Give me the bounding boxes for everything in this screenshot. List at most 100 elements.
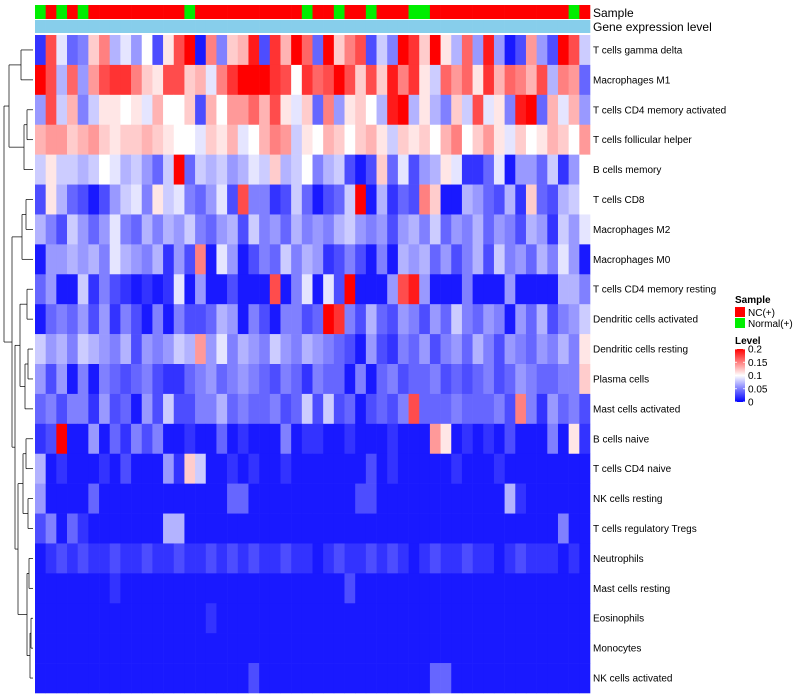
expression-annotation-cell (483, 20, 495, 33)
expression-annotation-cell (227, 20, 239, 33)
heatmap-cell (472, 304, 484, 335)
heatmap-cell (365, 573, 377, 604)
heatmap-cell (67, 364, 78, 395)
sample-legend-swatch (735, 307, 745, 317)
heatmap-cell (525, 453, 537, 484)
heatmap-cell (440, 184, 452, 215)
sample-annotation-cell (557, 5, 569, 19)
heatmap-cell (557, 483, 569, 514)
heatmap-cell (88, 573, 100, 604)
heatmap-cell (141, 274, 153, 305)
heatmap-cell (141, 334, 153, 365)
heatmap-cell (227, 393, 239, 425)
heatmap-cell (355, 184, 367, 215)
heatmap-cell (333, 483, 345, 514)
heatmap-cell (493, 154, 505, 185)
heatmap-cell (99, 603, 111, 634)
heatmap-cell (248, 364, 260, 395)
heatmap-cell (579, 393, 591, 425)
heatmap-cell (344, 154, 356, 185)
row-label: T cells CD4 memory activated (593, 105, 726, 116)
heatmap-cell (493, 573, 505, 604)
heatmap-cell (280, 214, 292, 245)
heatmap-cell (301, 423, 313, 455)
heatmap-cell (515, 543, 527, 574)
heatmap-cell (333, 573, 345, 604)
heatmap-cell (493, 334, 505, 365)
heatmap-cell (568, 214, 580, 245)
heatmap-cell (312, 663, 324, 694)
heatmap-cell (568, 184, 580, 215)
sample-annotation-cell (515, 5, 527, 19)
heatmap-cell (323, 64, 335, 96)
heatmap-cell (557, 453, 569, 484)
expression-annotation-cell (163, 20, 175, 33)
heatmap-cell (429, 663, 441, 694)
heatmap-cell (557, 633, 569, 664)
heatmap-cell (515, 214, 527, 245)
heatmap-cell (365, 364, 377, 395)
heatmap-cell (248, 304, 260, 335)
heatmap-cell (291, 334, 303, 365)
heatmap-cell (312, 573, 324, 604)
heatmap-cell (291, 274, 303, 305)
heatmap-cell (536, 603, 548, 634)
heatmap-cell (227, 573, 239, 604)
heatmap-cell (99, 513, 111, 544)
expression-annotation-cell (99, 20, 111, 33)
heatmap-cell (248, 573, 260, 604)
heatmap-cell (35, 64, 46, 96)
heatmap-cell (397, 573, 409, 604)
heatmap-cell (547, 94, 559, 126)
heatmap-cell (323, 214, 335, 245)
heatmap-cell (280, 364, 292, 395)
heatmap-cell (109, 64, 121, 96)
heatmap-cell (141, 364, 153, 395)
heatmap-cell (344, 334, 356, 365)
heatmap-cell (216, 633, 228, 664)
heatmap-cell (259, 393, 271, 425)
heatmap-cell (440, 154, 452, 185)
heatmap-cell (579, 304, 591, 335)
heatmap-cell (120, 35, 132, 66)
heatmap-cell (333, 633, 345, 664)
heatmap-cell (483, 334, 495, 365)
heatmap-cell (355, 633, 367, 664)
heatmap-cell (472, 603, 484, 634)
heatmap-cell (141, 573, 153, 604)
heatmap-cell (88, 334, 100, 365)
heatmap-cell (312, 423, 324, 455)
sample-annotation-cell (387, 5, 399, 19)
heatmap-cell (216, 64, 228, 96)
heatmap-cell (579, 274, 591, 305)
heatmap-cell (141, 304, 153, 335)
heatmap-cell (472, 274, 484, 305)
heatmap-cell (259, 124, 271, 155)
heatmap-cell (376, 573, 388, 604)
row-label: Dendritic cells resting (593, 345, 688, 356)
heatmap-cell (269, 573, 281, 604)
heatmap-cell (237, 513, 249, 544)
sample-annotation-cell (280, 5, 292, 19)
heatmap-cell (216, 393, 228, 425)
heatmap-cell (205, 633, 217, 664)
heatmap-cell (45, 124, 57, 155)
heatmap-cell (451, 274, 463, 305)
row-label: Mast cells activated (593, 404, 680, 415)
expression-annotation-cell (67, 20, 78, 33)
heatmap-cell (504, 573, 516, 604)
heatmap-cell (579, 633, 591, 664)
heatmap-cell (248, 543, 260, 574)
heatmap-cell (259, 423, 271, 455)
heatmap-cell (579, 184, 591, 215)
heatmap-cell (461, 244, 473, 275)
heatmap-cell (216, 94, 228, 126)
heatmap-cell (45, 35, 57, 66)
heatmap-cell (344, 64, 356, 96)
heatmap-cell (376, 393, 388, 425)
heatmap-cell (163, 154, 175, 185)
heatmap-cell (248, 244, 260, 275)
heatmap-cell (163, 304, 175, 335)
heatmap-cell (99, 393, 111, 425)
heatmap-cell (568, 423, 580, 455)
